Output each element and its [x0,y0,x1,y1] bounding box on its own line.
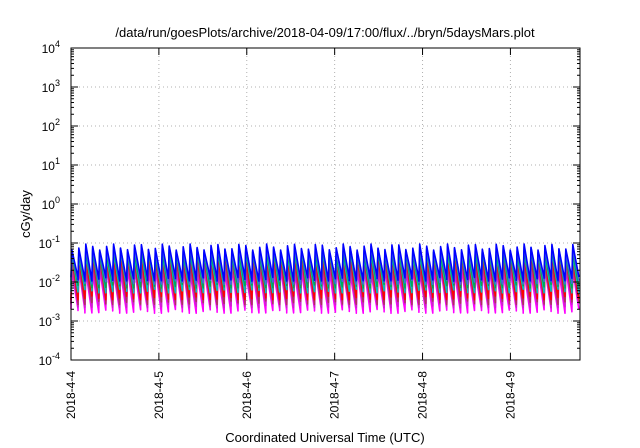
x-tick-label: 2018-4-4 [64,371,78,419]
y-tick-label: 104 [42,39,60,56]
y-tick-label: 10-3 [39,312,60,329]
y-tick-label: 10-4 [39,351,60,368]
series-group [70,243,580,314]
y-tick-label: 102 [42,117,60,134]
y-tick-label: 101 [42,156,60,173]
y-tick-label: 100 [42,195,60,212]
y-tick-label: 10-2 [39,273,60,290]
y-axis-label: cGy/day [18,190,33,238]
x-tick-label: 2018-4-8 [416,371,430,419]
x-tick-label: 2018-4-5 [152,371,166,419]
y-tick-label: 103 [42,78,60,95]
x-tick-label: 2018-4-9 [503,371,517,419]
x-axis-label: Coordinated Universal Time (UTC) [225,430,424,445]
grid [71,48,580,360]
y-tick-label: 10-1 [39,234,60,251]
x-tick-label: 2018-4-6 [240,371,254,419]
series-line [70,243,580,282]
x-tick-label: 2018-4-7 [328,371,342,419]
chart-title: /data/run/goesPlots/archive/2018-04-09/1… [115,25,535,40]
x-axis: 2018-4-4 2018-4-5 2018-4-6 2018-4-7 2018-4-8… [64,48,517,419]
